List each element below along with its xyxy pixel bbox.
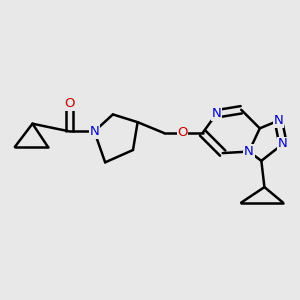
- Text: N: N: [274, 114, 283, 127]
- Text: N: N: [278, 137, 288, 150]
- Text: O: O: [177, 127, 188, 140]
- Text: N: N: [244, 145, 254, 158]
- Text: O: O: [64, 97, 75, 110]
- Text: N: N: [212, 107, 221, 120]
- Text: N: N: [89, 125, 99, 138]
